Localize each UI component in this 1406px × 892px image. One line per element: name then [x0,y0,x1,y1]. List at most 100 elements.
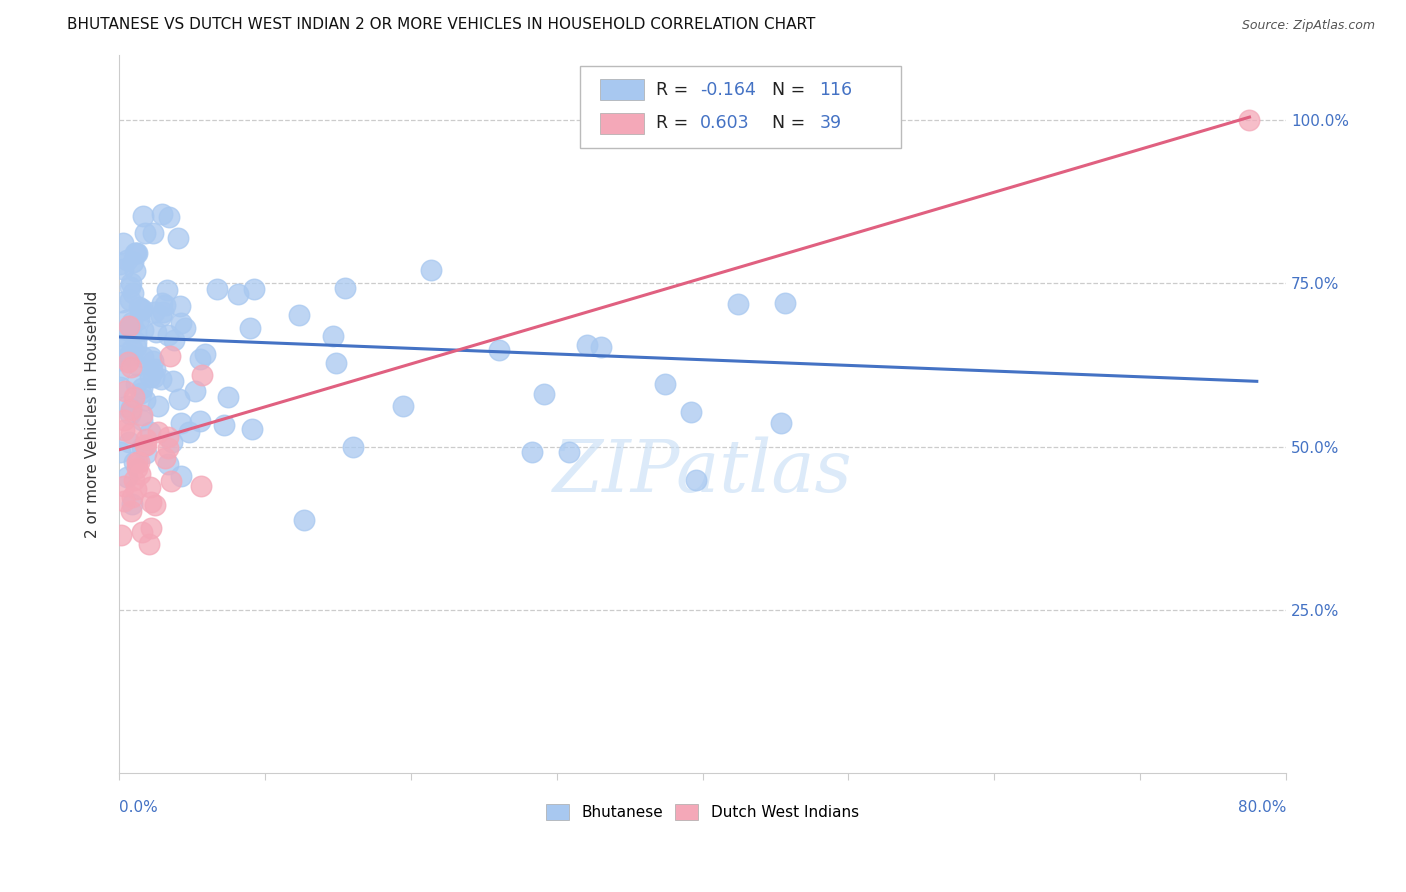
Point [131,408,153,422]
Point [131,413,153,427]
Point [128,467,150,482]
Point [115,323,138,337]
Point [145,325,167,339]
Point [150,309,173,323]
Point [125,335,148,350]
Point [194,347,217,361]
Point [124,325,146,339]
Point [173,320,195,334]
Point [115,252,138,267]
Point [128,312,150,326]
Point [727,296,749,310]
Point [118,319,141,334]
Point [322,329,344,343]
Point [533,387,555,401]
Point [150,207,173,221]
Point [170,416,193,430]
Point [159,350,181,364]
Point [162,375,184,389]
Point [121,343,143,357]
Point [391,399,413,413]
Point [108,362,131,376]
Text: R =: R = [655,114,693,132]
Point [110,445,132,459]
Point [188,414,211,428]
Point [591,340,613,354]
Point [132,323,155,337]
Point [138,537,160,551]
Point [342,440,364,454]
Point [139,479,162,493]
Point [150,296,173,310]
Point [139,350,162,364]
Point [169,300,191,314]
Point [212,418,235,433]
Point [129,303,152,318]
Point [207,282,229,296]
Point [122,455,145,469]
Point [654,376,676,391]
Point [226,286,249,301]
Point [139,521,162,535]
Point [115,399,138,413]
Point [190,479,212,493]
Point [117,354,139,368]
Point [770,416,793,430]
Point [125,461,148,475]
Point [118,293,141,307]
Point [325,355,347,369]
Text: 39: 39 [820,114,841,132]
Point [121,285,143,300]
Y-axis label: 2 or more Vehicles in Household: 2 or more Vehicles in Household [86,290,100,538]
Point [120,426,142,441]
Point [125,340,148,354]
Point [156,430,179,444]
Point [335,281,357,295]
Point [157,211,180,225]
Point [121,497,143,511]
Point [217,390,239,404]
Point [115,470,138,484]
Point [243,282,266,296]
Point [135,438,157,452]
Point [131,381,153,395]
Point [128,300,150,314]
Point [118,279,141,293]
FancyBboxPatch shape [600,78,644,100]
Point [575,337,598,351]
Point [111,295,134,310]
Point [122,255,145,269]
Point [188,351,211,366]
Point [169,316,191,330]
Text: 80.0%: 80.0% [1237,800,1286,815]
Point [121,490,143,504]
Text: N =: N = [761,80,811,99]
Point [146,425,169,439]
Point [131,524,153,539]
Point [488,343,510,357]
Point [134,438,156,452]
Point [120,276,142,290]
Point [108,353,131,368]
Point [114,384,136,399]
Point [125,482,148,496]
Point [120,504,142,518]
Point [167,392,190,406]
Point [124,246,146,260]
Point [127,245,149,260]
Point [132,209,155,223]
Point [112,236,135,251]
Point [134,226,156,240]
Point [135,432,157,446]
Point [170,469,193,483]
Text: R =: R = [655,80,693,99]
Point [112,479,135,493]
Point [131,301,153,316]
Point [191,368,214,382]
Point [160,475,183,489]
Point [112,413,135,427]
Point [118,435,141,450]
FancyBboxPatch shape [600,112,644,134]
Point [142,227,165,241]
Point [139,495,162,509]
